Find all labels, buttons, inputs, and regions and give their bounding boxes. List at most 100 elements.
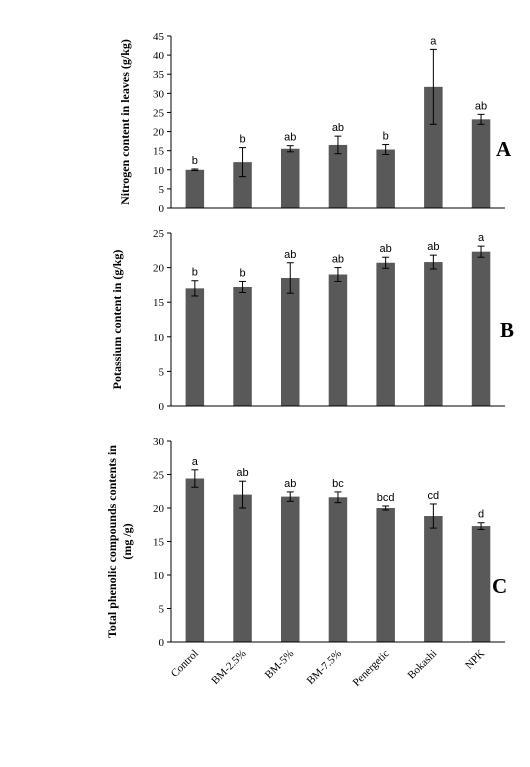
significance-letter: ab [284, 249, 296, 261]
bar [328, 144, 348, 208]
significance-letter: ab [332, 122, 344, 134]
bar [424, 86, 443, 208]
bar [281, 148, 300, 208]
y-tick-label: 20 [153, 127, 165, 139]
y-axis-label: Nitrogen content in leaves (g/kg) [118, 39, 132, 205]
significance-letter: b [239, 134, 245, 146]
significance-letter: a [430, 35, 437, 47]
bar [376, 508, 395, 642]
y-tick-label: 5 [159, 366, 165, 378]
bar [185, 288, 205, 406]
y-tick-label: 20 [153, 263, 165, 275]
error-bar [429, 48, 437, 125]
significance-letter: cd [428, 490, 440, 502]
error-bar [429, 254, 437, 270]
significance-letter: ab [427, 241, 439, 253]
y-tick-label: 40 [153, 50, 165, 62]
y-tick-label: 25 [153, 228, 165, 240]
error-bar [382, 505, 390, 511]
error-bar [286, 262, 294, 294]
y-tick-label: 15 [153, 146, 165, 158]
bar [471, 526, 491, 642]
y-tick-label: 10 [153, 332, 165, 344]
error-bar [334, 267, 342, 282]
significance-letter: b [239, 267, 245, 279]
y-tick-label: 45 [153, 31, 165, 43]
significance-letter: b [192, 267, 198, 279]
y-tick-label: 5 [159, 604, 165, 616]
y-tick-label: 0 [159, 637, 165, 649]
bar [233, 162, 252, 208]
error-bar [239, 280, 247, 294]
panel-b: 0 5 10 15 20 25 b b ab ab ab ab a Potassium content i… [110, 228, 514, 413]
y-tick-label: 0 [159, 401, 165, 413]
x-tick-label: BM-5% [263, 648, 297, 682]
error-bar [191, 168, 199, 172]
significance-letter: a [478, 232, 485, 244]
panel-a: 0 5 10 15 20 25 30 35 40 45 b b ab ab b a ab Nitrogen con… [118, 31, 512, 215]
error-bar [477, 522, 485, 530]
bar [233, 286, 252, 406]
significance-letter: ab [284, 132, 296, 144]
y-tick-label: 25 [153, 107, 165, 119]
y-tick-label: 15 [153, 297, 165, 309]
error-bar [334, 135, 342, 155]
significance-letter: a [192, 456, 199, 468]
bar [471, 251, 491, 406]
significance-letter: d [478, 509, 484, 521]
error-bar [286, 145, 294, 153]
y-tick-label: 30 [153, 436, 165, 448]
significance-letter: ab [284, 478, 296, 490]
x-tick-label: Penergetic [351, 648, 392, 689]
y-tick-label: 25 [153, 470, 165, 482]
significance-letter: ab [380, 243, 392, 255]
significance-letter: ab [332, 254, 344, 266]
bar [185, 169, 205, 208]
error-bar [382, 144, 390, 155]
x-tick-label: Control [169, 648, 201, 680]
error-bar [334, 491, 342, 504]
bar [376, 262, 395, 406]
panel-letter: B [500, 318, 514, 342]
x-tick-label: NPK [463, 648, 487, 672]
y-tick-label: 0 [159, 203, 165, 215]
significance-letter: ab [475, 100, 487, 112]
bar [185, 478, 205, 642]
panel-c: 0 5 10 15 20 25 30 a ab ab bc bcd cd d Total phenolic … [105, 436, 507, 649]
error-bar [286, 491, 294, 502]
error-bar [477, 113, 485, 125]
error-bar [191, 280, 199, 297]
error-bar [191, 469, 199, 488]
bar [328, 497, 348, 642]
panel-letter: C [492, 574, 507, 598]
error-bar [382, 256, 390, 269]
y-axis-label-line: Total phenolic compounds contents in [105, 445, 119, 638]
bar [328, 274, 348, 406]
y-tick-label: 5 [159, 184, 165, 196]
bar [376, 149, 395, 208]
y-tick-label: 20 [153, 503, 165, 515]
x-tick-label: BM-2.5% [209, 648, 248, 687]
significance-letter: bcd [377, 492, 395, 504]
y-axis-label-line: (mg /g) [120, 523, 134, 559]
error-bar [239, 147, 247, 178]
bar [281, 496, 300, 642]
error-bar [239, 480, 247, 509]
panel-letter: A [496, 137, 512, 161]
y-axis-label: Potassium content in (g/kg) [110, 250, 124, 390]
y-tick-label: 35 [153, 69, 165, 81]
bar [281, 277, 300, 406]
significance-letter: ab [236, 467, 248, 479]
significance-letter: bc [332, 478, 344, 490]
significance-letter: b [383, 131, 389, 143]
y-tick-label: 10 [153, 570, 165, 582]
bar [424, 516, 443, 642]
x-tick-label: BM-7.5% [305, 648, 344, 687]
category-labels: Control BM-2.5% BM-5% BM-7.5% Penergetic Boka… [169, 648, 487, 689]
y-tick-label: 30 [153, 88, 165, 100]
bar [233, 494, 252, 642]
x-tick-label: Bokashi [405, 648, 439, 682]
y-tick-label: 15 [153, 537, 165, 549]
bar [424, 262, 443, 406]
